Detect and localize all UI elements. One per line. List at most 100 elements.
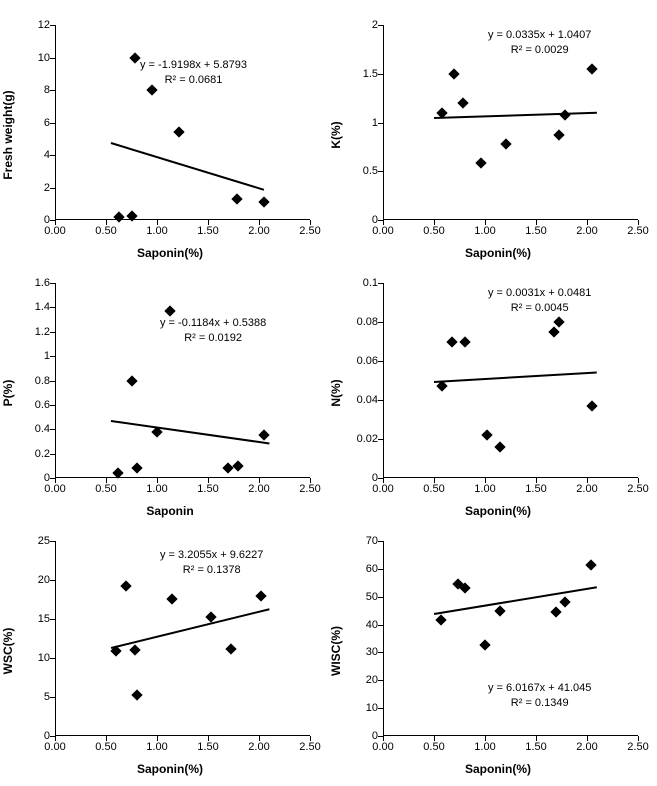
equation-text: y = -1.9198x + 5.8793R² = 0.0681 xyxy=(140,58,247,89)
y-tick-mark xyxy=(378,283,383,284)
equation-line: y = 0.0335x + 1.0407 xyxy=(488,28,591,43)
x-tick-label: 0.00 xyxy=(44,225,65,237)
x-tick-label: 0.00 xyxy=(372,741,393,753)
x-tick-label: 2.50 xyxy=(299,225,320,237)
y-tick-mark xyxy=(378,569,383,570)
x-tick-label: 2.00 xyxy=(576,741,597,753)
x-tick-label: 2.00 xyxy=(576,225,597,237)
x-axis-label: Saponin(%) xyxy=(137,246,203,260)
y-tick-mark xyxy=(378,625,383,626)
y-tick-mark xyxy=(378,74,383,75)
x-tick-label: 1.50 xyxy=(525,225,546,237)
y-tick-label: 1.2 xyxy=(20,326,50,338)
y-tick-mark xyxy=(378,597,383,598)
y-tick-mark xyxy=(378,361,383,362)
chart-p: 00.20.40.60.811.21.41.60.000.501.001.502… xyxy=(10,268,330,518)
y-tick-mark xyxy=(50,283,55,284)
y-axis-label: WISC(%) xyxy=(329,626,343,676)
y-tick-mark xyxy=(50,429,55,430)
y-tick-mark xyxy=(50,307,55,308)
plot-area xyxy=(55,25,310,220)
y-tick-mark xyxy=(378,25,383,26)
y-tick-label: 0.5 xyxy=(348,165,378,177)
y-axis-label: N(%) xyxy=(329,379,343,406)
x-tick-label: 0.00 xyxy=(44,483,65,495)
x-tick-label: 2.50 xyxy=(627,225,648,237)
equation-text: y = 0.0335x + 1.0407R² = 0.0029 xyxy=(488,28,591,59)
x-tick-label: 1.00 xyxy=(474,741,495,753)
y-tick-label: 10 xyxy=(348,702,378,714)
y-tick-label: 0.08 xyxy=(348,316,378,328)
chart-n: 00.020.040.060.080.10.000.501.001.502.00… xyxy=(338,268,657,518)
y-tick-mark xyxy=(50,58,55,59)
y-tick-label: 8 xyxy=(20,84,50,96)
y-tick-label: 0.1 xyxy=(348,277,378,289)
y-tick-label: 0.06 xyxy=(348,355,378,367)
x-axis-label: Saponin(%) xyxy=(137,762,203,776)
x-tick-label: 1.50 xyxy=(525,483,546,495)
y-tick-label: 0.02 xyxy=(348,433,378,445)
x-axis-label: Saponin xyxy=(146,504,193,518)
chart-k: 00.511.520.000.501.001.502.002.50K(%)Sap… xyxy=(338,10,657,260)
y-tick-mark xyxy=(378,171,383,172)
y-tick-label: 25 xyxy=(20,535,50,547)
y-tick-mark xyxy=(378,708,383,709)
y-tick-label: 10 xyxy=(20,652,50,664)
y-axis-label: K(%) xyxy=(329,121,343,148)
x-tick-label: 1.50 xyxy=(197,741,218,753)
y-tick-mark xyxy=(50,90,55,91)
y-tick-mark xyxy=(378,652,383,653)
plot-area xyxy=(55,283,310,478)
y-tick-label: 50 xyxy=(348,591,378,603)
chart-wsc: 05101520250.000.501.001.502.002.50WSC(%)… xyxy=(10,526,330,776)
y-tick-label: 0.8 xyxy=(20,375,50,387)
y-tick-mark xyxy=(50,619,55,620)
chart-wisc: 0102030405060700.000.501.001.502.002.50W… xyxy=(338,526,657,776)
y-tick-label: 2 xyxy=(20,182,50,194)
x-axis-label: Saponin(%) xyxy=(465,504,531,518)
x-tick-label: 1.50 xyxy=(197,483,218,495)
equation-text: y = -0.1184x + 0.5388R² = 0.0192 xyxy=(160,316,266,347)
r2-line: R² = 0.1378 xyxy=(160,563,263,578)
x-tick-label: 0.00 xyxy=(44,741,65,753)
y-tick-label: 70 xyxy=(348,535,378,547)
r2-line: R² = 0.0029 xyxy=(488,43,591,58)
y-tick-mark xyxy=(50,541,55,542)
y-tick-mark xyxy=(378,400,383,401)
equation-line: y = 0.0031x + 0.0481 xyxy=(488,286,591,301)
r2-line: R² = 0.0045 xyxy=(488,301,591,316)
x-tick-label: 0.50 xyxy=(423,483,444,495)
y-tick-mark xyxy=(50,381,55,382)
y-tick-label: 0.04 xyxy=(348,394,378,406)
x-tick-label: 1.50 xyxy=(197,225,218,237)
x-tick-label: 2.50 xyxy=(627,741,648,753)
equation-text: y = 3.2055x + 9.6227R² = 0.1378 xyxy=(160,548,263,579)
x-tick-label: 2.00 xyxy=(248,741,269,753)
y-tick-label: 10 xyxy=(20,52,50,64)
x-tick-label: 0.50 xyxy=(423,741,444,753)
r2-line: R² = 0.1349 xyxy=(488,696,591,711)
y-tick-label: 30 xyxy=(348,646,378,658)
y-tick-mark xyxy=(50,25,55,26)
y-tick-label: 5 xyxy=(20,691,50,703)
x-tick-label: 2.00 xyxy=(248,483,269,495)
y-tick-mark xyxy=(50,123,55,124)
y-tick-label: 1.4 xyxy=(20,301,50,313)
equation-text: y = 6.0167x + 41.045R² = 0.1349 xyxy=(488,681,591,712)
y-tick-label: 0.6 xyxy=(20,399,50,411)
y-tick-label: 1.6 xyxy=(20,277,50,289)
y-tick-label: 20 xyxy=(348,674,378,686)
y-tick-label: 60 xyxy=(348,563,378,575)
y-tick-label: 15 xyxy=(20,613,50,625)
y-tick-label: 1.5 xyxy=(348,68,378,80)
x-tick-label: 1.00 xyxy=(474,483,495,495)
x-tick-label: 2.00 xyxy=(576,483,597,495)
y-tick-mark xyxy=(50,580,55,581)
x-tick-label: 0.00 xyxy=(372,483,393,495)
y-tick-label: 0.2 xyxy=(20,448,50,460)
y-tick-mark xyxy=(50,405,55,406)
y-tick-mark xyxy=(50,155,55,156)
x-tick-label: 1.00 xyxy=(146,225,167,237)
equation-line: y = -0.1184x + 0.5388 xyxy=(160,316,266,331)
y-tick-mark xyxy=(378,439,383,440)
